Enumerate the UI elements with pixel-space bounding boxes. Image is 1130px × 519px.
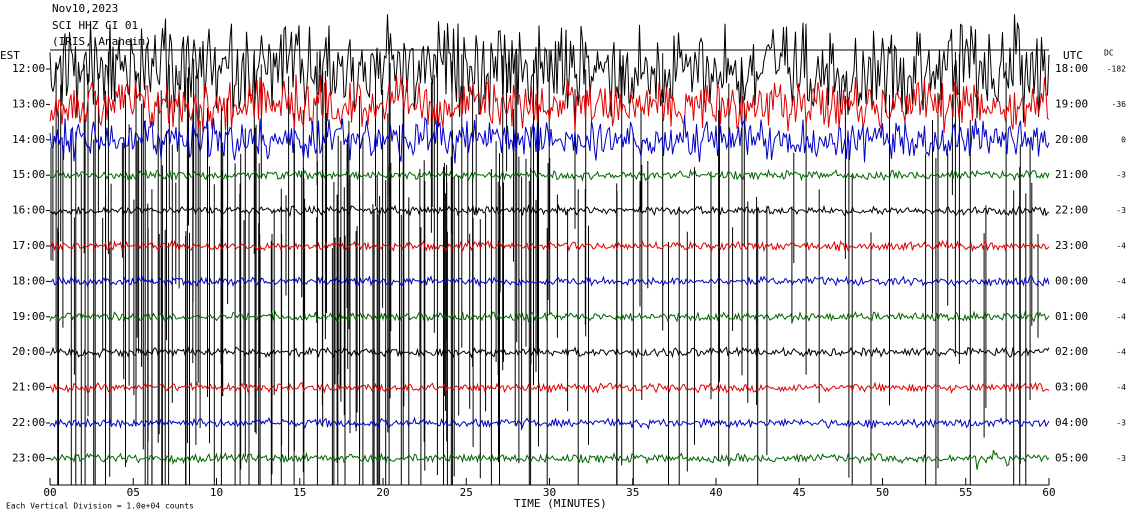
dc-label: DC: [1104, 49, 1114, 58]
est-label: 17:00: [12, 239, 45, 252]
x-tick-label: 30: [543, 486, 556, 499]
dc-value: -4: [1116, 312, 1126, 321]
x-tick-label: 10: [210, 486, 223, 499]
trace: [49, 203, 1050, 218]
dc-value: -3: [1116, 206, 1126, 215]
est-label: 23:00: [12, 451, 45, 464]
dc-value: -4: [1116, 277, 1126, 286]
dc-value: -4: [1116, 383, 1126, 392]
x-tick-label: 15: [293, 486, 306, 499]
utc-label: 23:00: [1055, 239, 1088, 252]
utc-label: 00:00: [1055, 274, 1088, 287]
x-tick-label: 00: [43, 486, 56, 499]
trace: [49, 74, 1050, 133]
trace: [49, 416, 1050, 430]
dc-value: -36: [1112, 100, 1127, 109]
x-tick-label: 05: [127, 486, 140, 499]
trace: [49, 239, 1050, 253]
est-label: 12:00: [12, 62, 45, 75]
utc-label: 05:00: [1055, 451, 1088, 464]
est-label: 19:00: [12, 310, 45, 323]
traces: [49, 14, 1050, 485]
x-tick-label: 45: [793, 486, 806, 499]
trace: [49, 346, 1050, 359]
trace: [49, 14, 1050, 123]
utc-label: 02:00: [1055, 345, 1088, 358]
dc-value: -3: [1116, 171, 1126, 180]
x-tick-label: 50: [876, 486, 889, 499]
header-line: Nov10,2023: [52, 2, 118, 15]
trace: [49, 115, 1050, 164]
est-label: 20:00: [12, 345, 45, 358]
trace: [49, 274, 1050, 288]
trace: [49, 381, 1050, 395]
dc-value: -182: [1107, 65, 1126, 74]
utc-label: 20:00: [1055, 133, 1088, 146]
footer: Each Vertical Division = 1.0e+04 counts: [6, 502, 194, 511]
dc-value: 0: [1121, 135, 1126, 144]
utc-label: 04:00: [1055, 416, 1088, 429]
est-label: 13:00: [12, 97, 45, 110]
utc-label: 03:00: [1055, 381, 1088, 394]
right-label: UTC: [1063, 49, 1083, 62]
est-label: 21:00: [12, 381, 45, 394]
x-tick-label: 20: [376, 486, 389, 499]
utc-label: 01:00: [1055, 310, 1088, 323]
utc-label: 19:00: [1055, 97, 1088, 110]
header-line: SCI HHZ CI 01: [52, 19, 138, 32]
trace: [49, 309, 1050, 324]
x-tick-label: 55: [959, 486, 972, 499]
trace: [49, 450, 1050, 470]
x-tick-label: 40: [709, 486, 722, 499]
utc-label: 21:00: [1055, 168, 1088, 181]
utc-label: 22:00: [1055, 204, 1088, 217]
est-label: 15:00: [12, 168, 45, 181]
utc-label: 18:00: [1055, 62, 1088, 75]
x-tick-label: 25: [460, 486, 473, 499]
x-axis-title: TIME (MINUTES): [514, 497, 607, 510]
left-label: EST: [0, 49, 20, 62]
header-line: (IRIS, Anaheim): [52, 35, 151, 48]
est-label: 16:00: [12, 204, 45, 217]
est-label: 22:00: [12, 416, 45, 429]
est-label: 14:00: [12, 133, 45, 146]
x-tick-label: 60: [1042, 486, 1055, 499]
dc-value: -4: [1116, 348, 1126, 357]
est-label: 18:00: [12, 274, 45, 287]
x-tick-label: 35: [626, 486, 639, 499]
trace: [49, 168, 1050, 183]
dc-value: -4: [1116, 242, 1126, 251]
dc-value: -3: [1116, 419, 1126, 428]
dc-value: -3: [1116, 454, 1126, 463]
